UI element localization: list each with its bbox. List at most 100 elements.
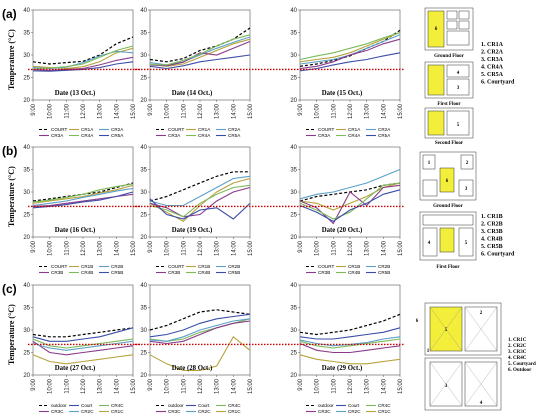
legend-label: CR2B xyxy=(111,264,123,269)
y-tick-label: 30 xyxy=(23,53,30,59)
plan-room-number: 3 xyxy=(465,187,468,192)
chart-row-1: (b) Temperature (°C) 20 25 30 35 40 9:00 10:00 11… xyxy=(2,144,405,275)
legend-label: CR4A xyxy=(198,133,211,138)
x-tick-label: 10:00 xyxy=(315,103,321,119)
plan-legend-item: 2. CR2B xyxy=(481,222,503,228)
plan-room xyxy=(439,227,455,253)
plan-legend-item: 3. CR3A xyxy=(481,57,504,63)
legend-label: CR4C xyxy=(228,403,241,408)
legend-label: CR1C xyxy=(228,409,241,414)
plan-hatch xyxy=(429,361,463,407)
y-tick-label: 30 xyxy=(140,190,147,196)
series-line-court xyxy=(149,313,251,338)
y-tick-label: 25 xyxy=(140,351,147,357)
x-tick-label: 12:00 xyxy=(198,378,204,394)
legend-label: CR4B xyxy=(198,270,210,275)
x-tick-label: 15:00 xyxy=(398,240,404,256)
chart-panel: 20 25 30 35 40 9:00 10:00 11:00 12:00 13:00 14:00 1… xyxy=(285,8,405,138)
series-line-cr5b xyxy=(299,189,401,222)
x-tick-label: 15:00 xyxy=(248,240,254,256)
plan-hatch xyxy=(464,361,498,407)
y-tick-label: 20 xyxy=(290,98,297,104)
plan-room-number: 5 xyxy=(457,123,460,128)
x-tick-label: 10:00 xyxy=(165,103,171,119)
legend: COURT CR1B CR2B CR3B CR4B CR5B xyxy=(306,264,390,275)
series-line-cr1c xyxy=(149,335,251,372)
plan-room-number: 5 xyxy=(445,328,448,333)
legend-label: CR2B xyxy=(228,264,240,269)
legend-label: Court xyxy=(348,403,360,408)
legend-label: CR1B xyxy=(198,264,210,269)
y-tick-label: 40 xyxy=(140,145,147,151)
y-tick-label: 35 xyxy=(23,306,30,312)
legend-label: CR4B xyxy=(81,270,93,275)
y-tick-label: 30 xyxy=(290,328,297,334)
series-line-cr4a xyxy=(32,45,134,70)
series-line-outdoor xyxy=(299,313,401,336)
series-line-cr4c xyxy=(32,338,134,349)
plan-room xyxy=(446,64,470,78)
plan-legend-item: 3. CR3B xyxy=(481,229,503,235)
legend-label: COURT xyxy=(168,264,184,269)
y-tick-label: 40 xyxy=(140,8,147,14)
series-line-cr3a xyxy=(299,38,401,70)
row-label: (a) xyxy=(2,7,17,21)
legend: outdoor Court CR4C CR3C CR2C CR1C xyxy=(39,403,124,414)
plan-legend-item: 6. Courtyard xyxy=(481,252,515,258)
legend-label: CR3B xyxy=(51,270,63,275)
y-tick-label: 20 xyxy=(23,373,30,379)
series-line-cr3c xyxy=(32,340,134,356)
y-tick-label: 25 xyxy=(23,213,30,219)
legend-label: outdoor xyxy=(51,403,67,408)
series-line-cr4b xyxy=(299,182,401,220)
panel-date-label: Date (29 Oct.) xyxy=(322,365,363,372)
x-tick-label: 11:00 xyxy=(64,378,70,393)
x-tick-label: 15:00 xyxy=(131,103,137,119)
legend-label: CR3B xyxy=(168,270,180,275)
y-tick-label: 25 xyxy=(290,351,297,357)
y-tick-label: 35 xyxy=(290,31,297,37)
plan-legend-item: 1. CR1C xyxy=(508,338,527,343)
series-line-cr4b xyxy=(149,184,251,218)
y-tick-label: 20 xyxy=(290,235,297,241)
plan-room xyxy=(427,110,445,136)
x-tick-label: 15:00 xyxy=(248,103,254,119)
panel-date-label: Date (16 Oct.) xyxy=(55,227,96,234)
y-tick-label: 25 xyxy=(23,76,30,82)
plan-room-number: 5 xyxy=(465,241,468,246)
chart-panel: 20 25 30 35 40 9:00 10:00 11:00 12:00 13:00 14:00 1… xyxy=(23,8,140,138)
x-tick-label: 12:00 xyxy=(198,103,204,119)
legend-label: CR1A xyxy=(198,127,211,132)
legend-label: CR5B xyxy=(228,270,240,275)
plan-hatch xyxy=(464,306,498,352)
plan-room-number: 4 xyxy=(428,241,431,246)
y-tick-label: 35 xyxy=(23,31,30,37)
y-tick-label: 25 xyxy=(140,76,147,82)
plan-room xyxy=(458,20,470,30)
plan-legend-item: 5. Courtyard xyxy=(508,362,536,367)
y-tick-label: 25 xyxy=(23,351,30,357)
x-tick-label: 11:00 xyxy=(181,103,187,118)
legend-label: CR4A xyxy=(348,133,361,138)
y-tick-label: 25 xyxy=(290,76,297,82)
legend-label: CR5B xyxy=(378,270,390,275)
y-tick-label: 20 xyxy=(290,373,297,379)
x-tick-label: 9:00 xyxy=(148,103,154,115)
y-tick-label: 40 xyxy=(290,8,297,14)
y-tick-label: 30 xyxy=(290,53,297,59)
y-tick-label: 40 xyxy=(23,283,30,289)
series-line-cr1c xyxy=(32,354,134,365)
chart-panel: 20 25 30 35 40 9:00 10:00 11:00 12:00 13:00 14:00 1… xyxy=(135,283,290,414)
x-tick-label: 10:00 xyxy=(48,103,54,119)
plan-room-number: 4 xyxy=(480,401,483,406)
series-line-cr3c xyxy=(299,342,401,354)
series-line-cr2b xyxy=(149,175,251,207)
series-line-court xyxy=(299,327,401,340)
plan-room xyxy=(458,10,470,20)
x-tick-label: 10:00 xyxy=(315,240,321,256)
plan-room-number: 3 xyxy=(445,384,448,389)
chart-panel: 20 25 30 35 40 9:00 10:00 11:00 12:00 13:00 14:00 1… xyxy=(135,8,290,138)
chart-area: (a) Temperature (°C) 20 25 30 35 40 9:00 10:00 11… xyxy=(2,7,405,414)
x-tick-label: 10:00 xyxy=(165,240,171,256)
row-label: (c) xyxy=(2,282,17,296)
